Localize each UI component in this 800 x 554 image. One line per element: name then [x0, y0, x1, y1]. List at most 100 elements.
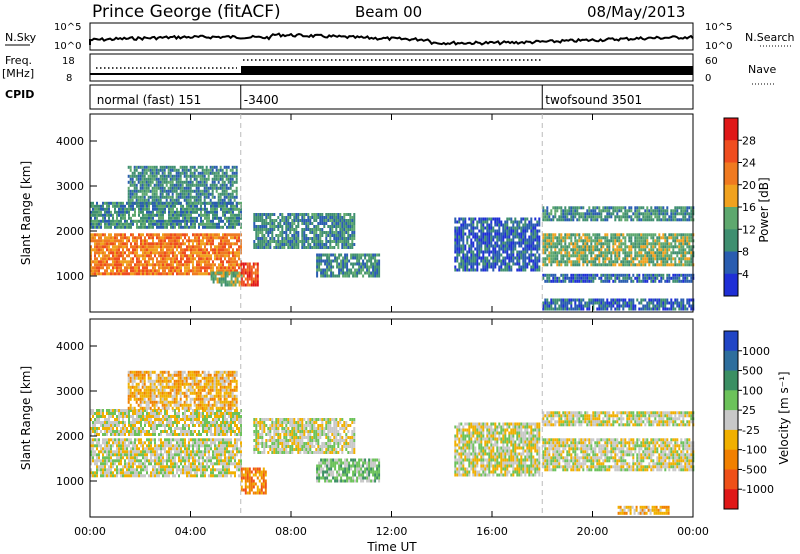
data-cell — [180, 260, 182, 264]
data-cell — [150, 225, 152, 229]
data-cell — [590, 212, 593, 216]
data-cell — [632, 301, 635, 305]
data-cell — [482, 259, 485, 263]
data-cell — [189, 186, 192, 190]
data-cell — [464, 223, 467, 227]
data-cell — [209, 198, 212, 202]
data-cell — [220, 248, 222, 252]
data-cell — [267, 228, 270, 231]
data-cell — [600, 254, 603, 258]
data-cell — [578, 307, 581, 311]
data-cell — [472, 253, 475, 257]
data-cell — [94, 245, 96, 249]
data-cell — [528, 244, 531, 248]
data-cell — [574, 304, 577, 308]
data-cell — [228, 257, 230, 261]
data-cell — [190, 245, 192, 249]
data-cell — [610, 298, 613, 302]
data-cell — [297, 216, 300, 219]
data-cell — [349, 246, 352, 249]
data-cell — [161, 183, 164, 187]
data-cell — [215, 174, 218, 178]
data-cell — [228, 280, 231, 284]
data-cell — [566, 209, 569, 213]
data-cell — [222, 242, 224, 246]
data-cell — [147, 183, 150, 187]
data-cell — [640, 236, 643, 240]
data-cell — [248, 268, 251, 272]
data-cell — [466, 223, 469, 227]
data-cell — [670, 260, 673, 264]
data-cell — [116, 201, 118, 205]
data-cell — [144, 248, 146, 252]
data-cell — [506, 217, 509, 221]
data-cell — [524, 244, 527, 248]
data-cell — [140, 245, 142, 249]
data-cell — [580, 279, 583, 283]
data-cell — [212, 263, 214, 267]
data-cell — [229, 180, 232, 184]
data-cell — [132, 207, 134, 211]
data-cell — [654, 298, 657, 302]
data-cell — [186, 216, 188, 220]
data-cell — [211, 186, 214, 190]
data-cell — [145, 192, 148, 196]
data-cell — [598, 263, 601, 267]
data-cell — [496, 253, 499, 257]
data-cell — [680, 301, 683, 305]
data-cell — [194, 245, 196, 249]
data-cell — [164, 236, 166, 240]
data-cell — [548, 236, 551, 240]
data-cell — [132, 260, 134, 264]
data-cell — [562, 215, 565, 219]
data-cell — [688, 239, 691, 243]
data-cell — [116, 210, 118, 214]
data-cell — [106, 263, 108, 267]
data-cell — [192, 225, 194, 229]
data-cell — [634, 251, 637, 255]
data-cell — [182, 207, 184, 211]
data-cell — [135, 177, 138, 181]
data-cell — [98, 219, 100, 223]
data-cell — [289, 225, 292, 228]
data-cell — [484, 238, 487, 242]
data-cell — [678, 239, 681, 243]
data-cell — [160, 207, 162, 211]
data-cell — [189, 201, 192, 205]
data-cell — [622, 212, 625, 216]
data-cell — [508, 256, 511, 260]
data-cell — [332, 259, 335, 263]
data-cell — [196, 251, 198, 255]
data-cell — [207, 201, 210, 205]
data-cell — [158, 272, 160, 276]
data-cell — [682, 245, 685, 249]
data-cell — [343, 228, 346, 231]
data-cell — [206, 242, 208, 246]
data-cell — [528, 241, 531, 245]
data-cell — [129, 177, 132, 181]
data-cell — [520, 268, 523, 272]
data-cell — [688, 251, 691, 255]
nave-tick-lower: 0 — [705, 73, 711, 84]
data-cell — [351, 222, 354, 225]
data-cell — [636, 206, 639, 210]
data-cell — [630, 307, 633, 311]
data-cell — [594, 273, 597, 277]
data-cell — [293, 219, 296, 222]
data-cell — [214, 210, 216, 214]
data-cell — [504, 262, 507, 266]
data-cell — [161, 177, 164, 181]
data-cell — [360, 268, 363, 272]
data-cell — [652, 276, 655, 280]
data-cell — [190, 204, 192, 208]
data-cell — [259, 243, 262, 246]
data-cell — [187, 168, 190, 172]
data-cell — [682, 206, 685, 210]
data-cell — [612, 212, 615, 216]
data-cell — [552, 245, 555, 249]
data-cell — [353, 228, 356, 231]
data-cell — [578, 239, 581, 243]
data-cell — [185, 192, 188, 196]
data-cell — [670, 233, 673, 237]
data-cell — [538, 241, 541, 245]
